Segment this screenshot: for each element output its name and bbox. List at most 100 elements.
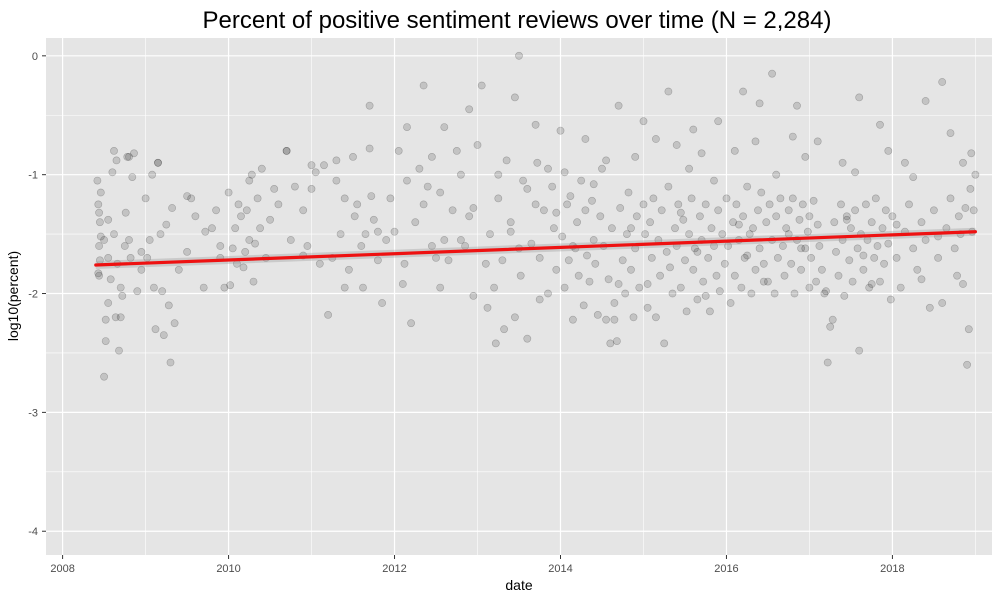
data-point [324,310,332,319]
data-point [788,132,797,141]
data-point [128,173,137,181]
data-point [643,280,652,288]
data-point [837,200,845,209]
data-point [693,295,702,304]
grid-minor [46,38,992,555]
data-point [751,137,760,146]
data-point [373,256,382,265]
data-point [946,129,955,137]
data-point [715,287,724,296]
data-point [118,291,127,300]
data-point [96,188,105,197]
data-point [550,224,558,233]
data-point [166,358,175,367]
data-point [282,146,291,155]
data-point [722,194,731,203]
data-point [693,247,702,256]
data-point [436,283,445,292]
data-point [548,182,557,191]
data-point [743,182,752,191]
data-point [610,315,619,324]
data-point [94,269,103,278]
data-point [130,149,138,158]
data-point [96,232,105,241]
data-point [340,194,349,203]
data-point [411,218,420,227]
data-point [588,196,596,205]
data-point [842,215,851,224]
data-point [581,206,590,215]
data-point [881,206,890,215]
data-point [755,99,764,108]
data-point [790,289,799,298]
data-point [558,232,567,241]
data-point [502,156,511,165]
data-point [400,259,409,268]
data-point [585,277,594,286]
data-point [174,265,183,274]
data-point [649,194,658,203]
data-point [533,158,542,167]
data-point [870,253,879,262]
data-point [234,200,243,209]
data-point [873,242,882,250]
data-point [805,283,814,292]
data-point [770,289,779,298]
data-point [759,277,768,286]
data-point [270,184,279,193]
data-point [511,313,519,322]
data-point [481,259,490,268]
grid-major [46,38,992,555]
data-point [154,158,162,167]
data-point [961,204,970,212]
data-point [801,244,810,253]
data-point [913,265,922,274]
data-point [828,315,837,324]
data-point [336,230,345,238]
data-point [647,253,656,262]
data-point [373,227,382,236]
data-point [500,325,508,334]
data-point [629,313,638,322]
data-point [378,299,386,307]
data-point [706,307,714,316]
data-point [938,299,947,307]
data-point [679,215,688,224]
data-point [604,275,613,284]
data-point [398,280,407,288]
plot-panel [46,38,992,555]
data-point [187,194,196,203]
data-point [871,194,880,203]
data-point [156,230,165,238]
data-point [812,277,820,286]
data-point [682,307,691,316]
data-point [664,182,673,191]
data-point [242,206,251,215]
data-point [689,265,698,274]
data-point [486,230,494,238]
data-point [855,93,864,102]
data-point [639,117,648,126]
data-point [954,212,963,221]
data-point [765,200,774,209]
data-point [245,236,254,244]
data-point [892,220,901,229]
data-point [344,265,353,274]
data-point [151,325,160,334]
data-point [282,146,291,155]
data-point [382,236,391,244]
data-point [754,206,762,215]
data-point [369,215,378,224]
data-point [95,242,103,250]
data-point [921,236,930,244]
data-point [826,322,835,331]
data-point [94,200,103,209]
data-point [739,212,747,221]
data-point [876,277,884,286]
data-point [104,299,113,307]
data-point [110,146,118,155]
data-point [191,212,200,221]
data-point [359,283,367,292]
